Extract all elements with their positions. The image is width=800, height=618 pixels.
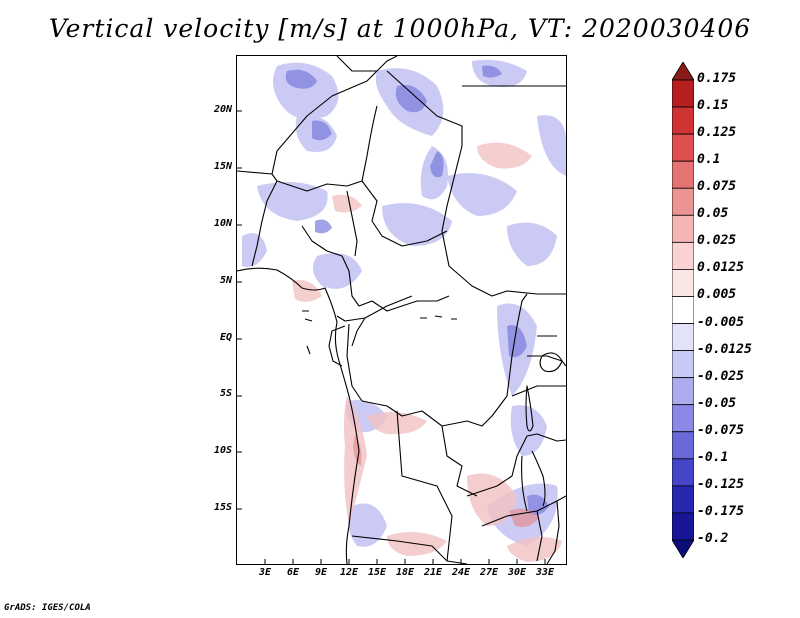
colorbar-bin	[672, 296, 694, 324]
colorbar-label: 0.15	[697, 98, 729, 114]
map-canvas	[237, 56, 566, 564]
colorbar-bin	[672, 458, 694, 487]
colorbar-label: 0.005	[697, 287, 737, 303]
lat-label: 5S	[219, 388, 232, 399]
colorbar	[672, 62, 694, 558]
lon-label: 6E	[286, 567, 300, 578]
colorbar-label: 0.075	[697, 179, 737, 195]
lat-label: 15S	[213, 502, 232, 513]
colorbar-bin	[672, 269, 694, 297]
colorbar-label: -0.05	[697, 395, 737, 411]
colorbar-label: -0.1	[697, 449, 729, 465]
lon-label: 18E	[395, 567, 415, 578]
lon-label: 21E	[423, 567, 443, 578]
colorbar-bin	[672, 106, 694, 135]
colorbar-label: 0.025	[697, 233, 737, 249]
lat-label: 10N	[213, 218, 232, 229]
colorbar-label: -0.005	[697, 314, 744, 330]
colorbar-label: 0.175	[697, 71, 737, 86]
colorbar-bin	[672, 539, 694, 558]
lon-label: 30E	[507, 567, 527, 578]
colorbar-bin	[672, 62, 694, 81]
lon-label: 27E	[479, 567, 499, 578]
colorbar-label: -0.075	[697, 422, 744, 438]
lon-label: 3E	[258, 567, 272, 578]
colorbar-label: 0.125	[697, 125, 737, 141]
colorbar-bin	[672, 431, 694, 460]
colorbar-label: -0.2	[697, 531, 729, 546]
colorbar-label: -0.125	[697, 476, 744, 492]
lon-label: 33E	[535, 567, 555, 578]
colorbar-label: 0.05	[697, 206, 729, 222]
colorbar-bin	[672, 404, 694, 433]
lon-label: 12E	[339, 567, 359, 578]
colorbar-bin	[672, 214, 694, 243]
colorbar-bin	[672, 350, 694, 379]
country-borders	[237, 56, 566, 564]
chart-title: Vertical velocity [m/s] at 1000hPa, VT: …	[48, 14, 752, 43]
vertical-velocity-field	[242, 59, 566, 562]
colorbar-bin	[672, 512, 694, 541]
lat-label: 20N	[213, 104, 232, 115]
colorbar-bin	[672, 160, 694, 189]
colorbar-bin	[672, 241, 694, 270]
colorbar-label: -0.175	[697, 503, 744, 519]
grads-credit: GrADS: IGES/COLA	[4, 603, 91, 613]
colorbar-label: 0.1	[697, 152, 721, 168]
lon-label: 15E	[367, 567, 387, 578]
lon-label: 9E	[314, 567, 328, 578]
colorbar-label: -0.025	[697, 368, 744, 384]
lat-ticks	[237, 110, 242, 510]
colorbar-bin	[672, 377, 694, 406]
lat-label: 15N	[213, 161, 232, 172]
lat-label: 10S	[213, 445, 232, 456]
map-panel	[236, 55, 567, 565]
colorbar-bin	[672, 187, 694, 216]
colorbar-label: 0.0125	[697, 260, 744, 276]
colorbar-bin	[672, 485, 694, 514]
lon-label: 24E	[451, 567, 471, 578]
lat-label: 5N	[219, 275, 232, 286]
colorbar-bin	[672, 79, 694, 108]
lat-label: EQ	[219, 332, 232, 343]
colorbar-label: -0.0125	[697, 341, 752, 357]
colorbar-bin	[672, 133, 694, 162]
colorbar-bin	[672, 323, 694, 351]
lon-ticks	[264, 559, 546, 564]
